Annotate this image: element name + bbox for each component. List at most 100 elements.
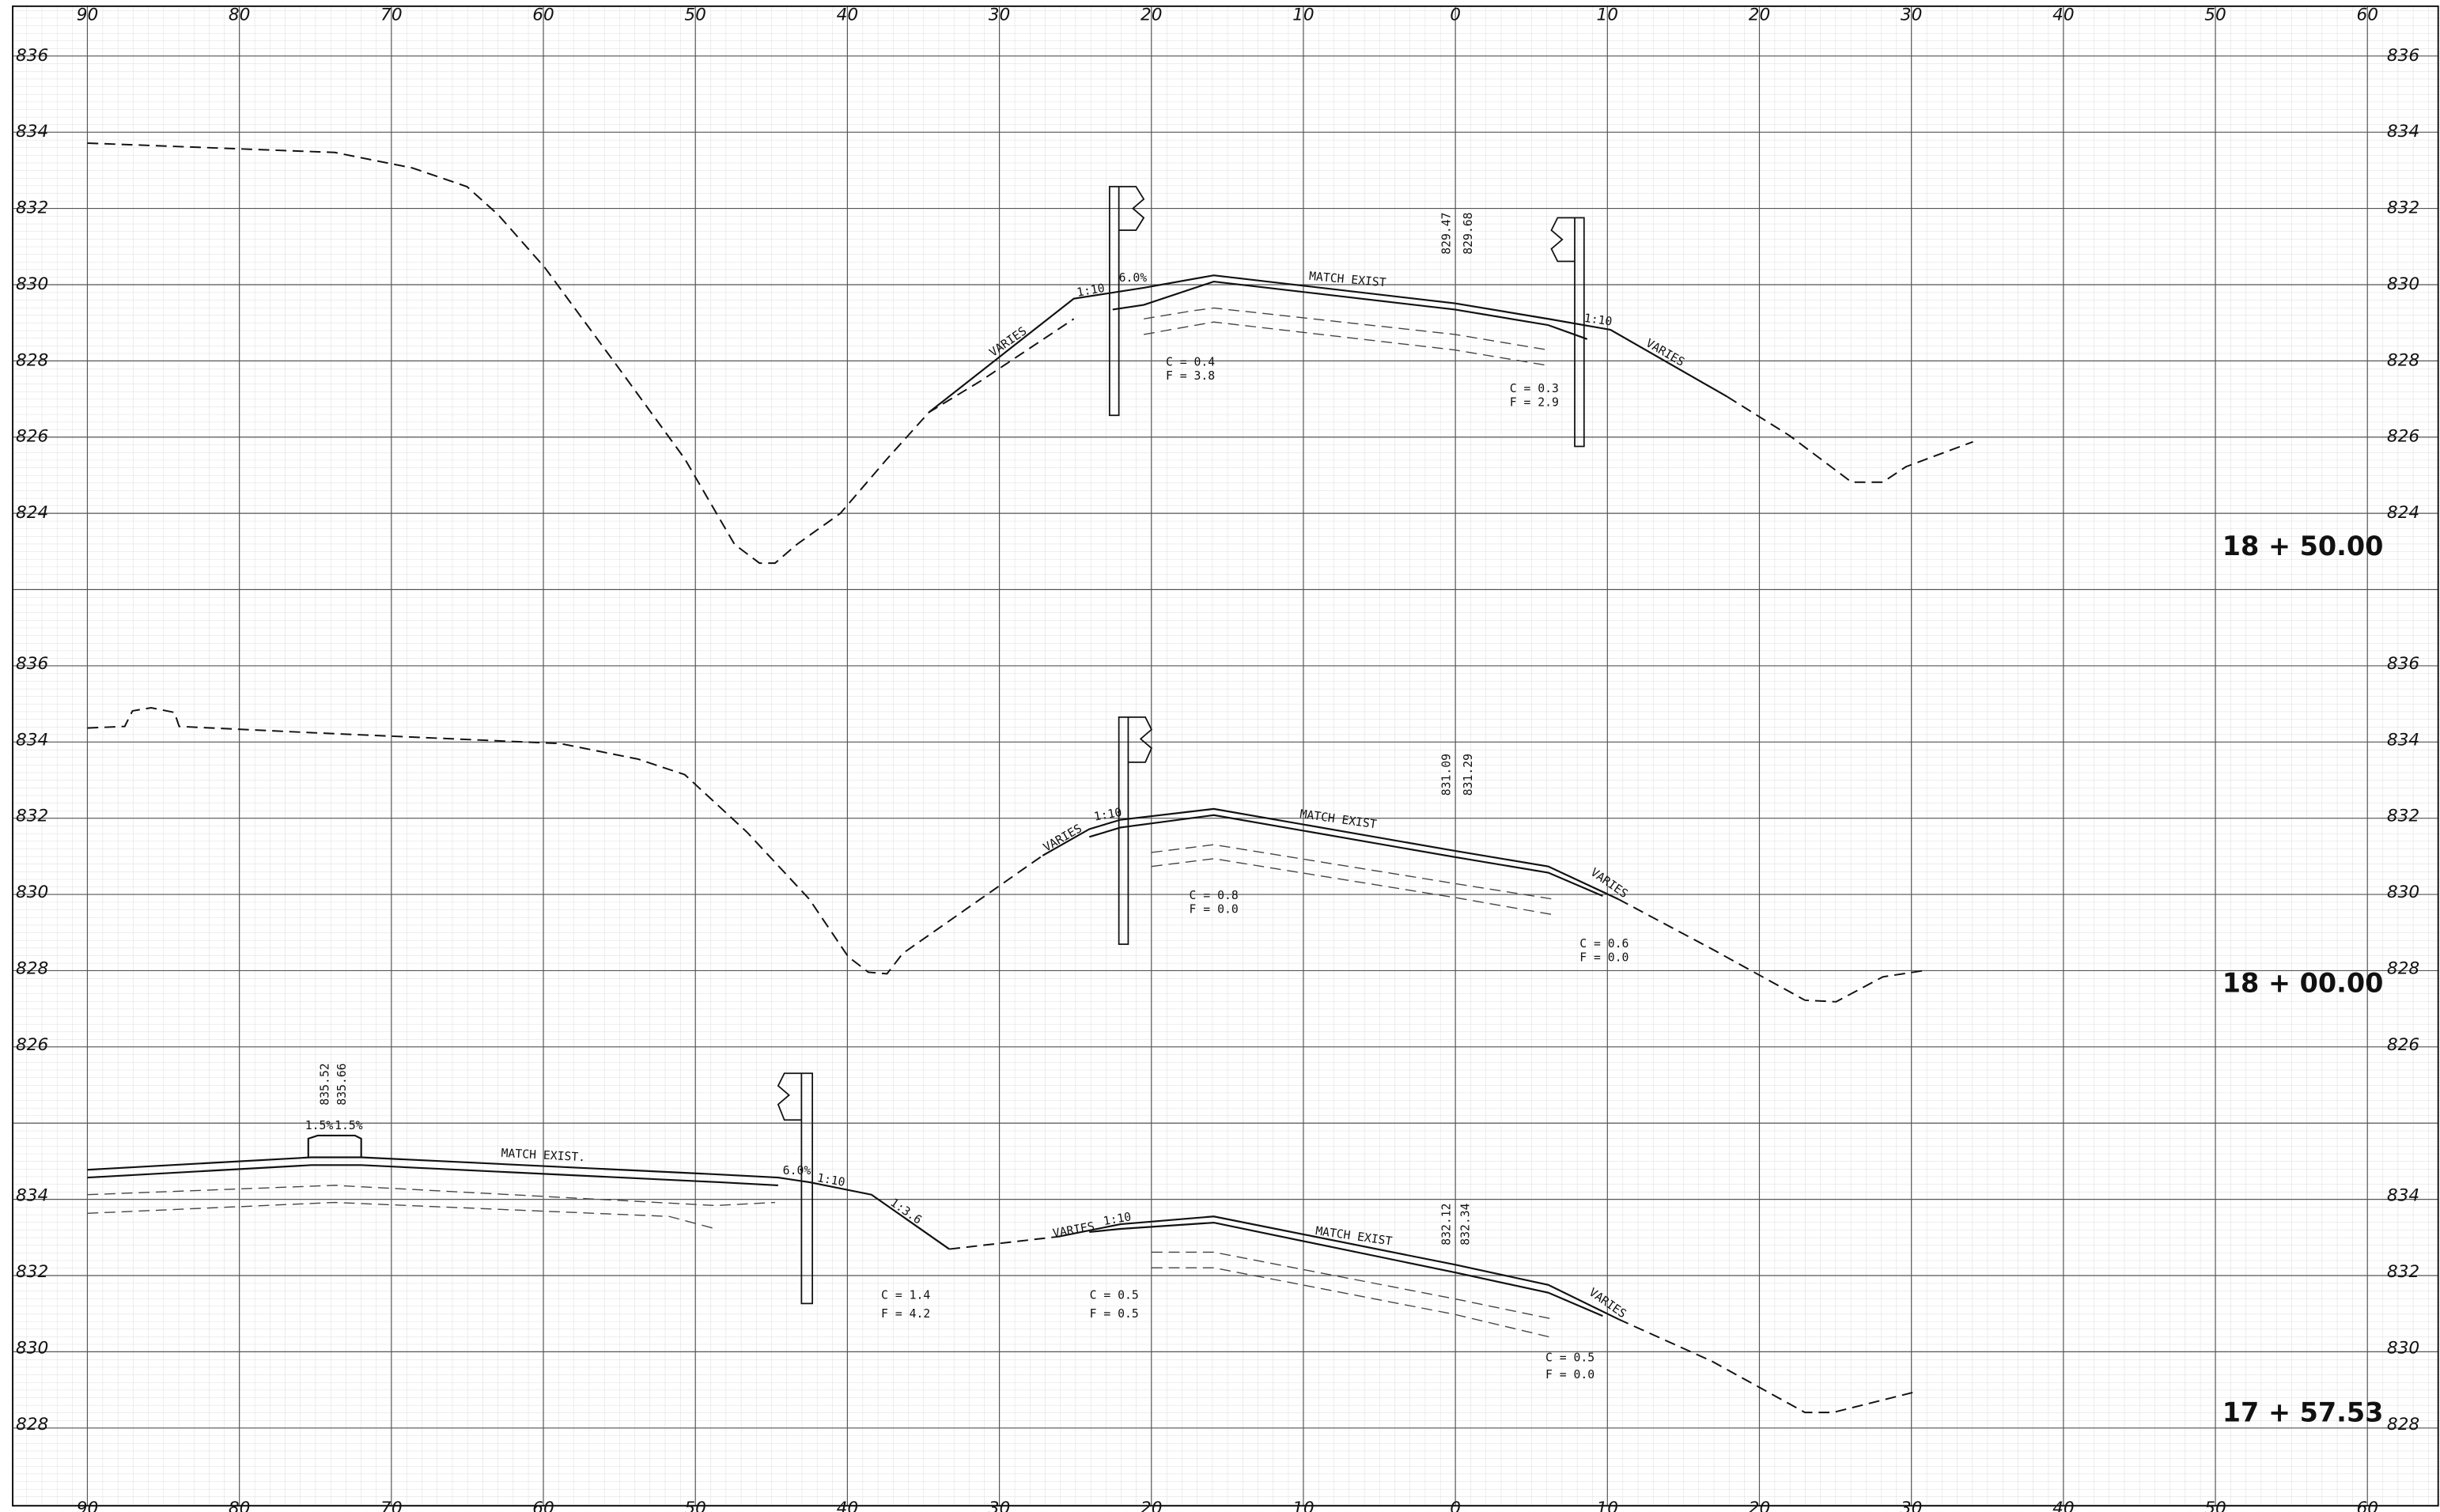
elevation-label: 832 [2387,198,2419,218]
annotation: 1:10 [1076,282,1106,300]
annotation: F = 2.9 [1510,395,1559,409]
offset-label: 10 [1292,6,1315,25]
elevation-label: 826 [16,427,48,447]
annotation: 829.68 [1462,212,1475,254]
annotation: 1.5% [335,1119,363,1132]
elevation-label: 836 [16,46,48,66]
station-label: 18 + 00.00 [2222,968,2384,999]
annotation: C = 0.4 [1166,355,1215,369]
elevation-label: 836 [2387,46,2419,66]
elevation-label: 828 [2387,958,2419,978]
elevation-label: 834 [2387,122,2419,142]
elevation-label: 834 [16,122,48,142]
elevation-label: 828 [2387,350,2419,370]
annotation: C = 0.3 [1510,382,1559,395]
offset-label: 10 [1597,1499,1619,1512]
annotation: F = 0.0 [1545,1368,1595,1382]
existing-ground [87,142,1075,565]
annotation: C = 0.6 [1579,937,1629,951]
elevation-label: 832 [16,807,48,826]
offset-label: 30 [1901,1499,1923,1512]
elevation-label: 828 [2387,1415,2419,1435]
offset-label: 50 [684,6,706,25]
proposed-surface [1088,814,1603,898]
subbase [1143,307,1549,351]
minor-grid [13,6,2440,1506]
elevation-label: 830 [16,1338,48,1358]
offset-label: 40 [2052,6,2075,25]
annotation: 1:10 [1103,1210,1133,1228]
elevation-label: 834 [2387,730,2419,750]
offset-label: 50 [2204,1499,2226,1512]
annotation: C = 0.8 [1190,889,1239,902]
elevation-label: 832 [16,1262,48,1282]
existing-ground [1617,1318,1915,1414]
offset-label: 20 [1141,6,1163,25]
section-1-drawing [87,142,1973,565]
annotation: 1:10 [1093,806,1123,824]
subbase [87,1201,717,1230]
annotation: 6.0% [1119,271,1148,285]
offset-label: 0 [1450,1499,1461,1512]
annotation: 832.12 [1440,1203,1454,1245]
station-label: 17 + 57.53 [2222,1397,2384,1428]
offset-label: 40 [837,6,859,25]
annotation: 6.0% [783,1164,811,1177]
elevation-label: 824 [16,503,48,523]
offset-label: 10 [1597,6,1619,25]
annotation: C = 1.4 [881,1289,930,1302]
offset-label: 60 [2356,6,2378,25]
offset-label: 70 [380,6,403,25]
elevation-label: 834 [2387,1186,2419,1206]
elevation-label: 830 [2387,274,2419,294]
existing-ground [1727,395,1973,483]
guardrail [1550,217,1585,448]
elevation-label: 826 [16,1035,48,1055]
offset-label: 90 [77,1499,99,1512]
offset-label: 40 [2052,1499,2075,1512]
elevation-label: 834 [16,730,48,750]
offset-label: 60 [2356,1499,2378,1512]
existing-ground [1617,898,1924,1003]
annotation: 832.34 [1458,1203,1472,1245]
sheet-border [12,5,2439,1507]
proposed-surface [1057,1215,1619,1321]
annotation: MATCH EXIST. [501,1147,585,1165]
proposed-surface [1089,1222,1603,1317]
offset-label: 60 [532,1499,554,1512]
proposed-surface [1042,807,1619,900]
offset-label: 80 [229,6,251,25]
proposed-surface [1112,280,1588,340]
elevation-label: 830 [16,274,48,294]
guardrail [1118,716,1153,945]
annotation: 1:10 [816,1171,846,1189]
annotation: F = 0.0 [1190,903,1239,917]
elevation-label: 828 [16,350,48,370]
elevation-label: 832 [2387,807,2419,826]
proposed-surface [87,1164,778,1186]
elevation-label: 826 [2387,427,2419,447]
elevation-label: 832 [2387,1262,2419,1282]
section-3-drawing [87,1072,1915,1414]
annotation: 829.47 [1440,212,1454,254]
offset-label: 60 [532,6,554,25]
offset-label: 50 [2204,6,2226,25]
section-2-drawing [87,707,1924,1003]
station-label: 18 + 50.00 [2222,531,2384,561]
offset-label: 40 [837,1499,859,1512]
annotation: F = 0.0 [1579,951,1629,965]
elevation-label: 832 [16,198,48,218]
offset-label: 20 [1749,1499,1771,1512]
elevation-label: 824 [2387,503,2419,523]
elevation-label: 830 [16,883,48,902]
offset-label: 70 [380,1499,403,1512]
annotation: 1:10 [1583,312,1613,329]
offset-label: 90 [77,6,99,25]
offset-label: 0 [1450,6,1461,25]
proposed-surface [87,1156,950,1250]
existing-ground [949,1235,1059,1250]
elevation-label: 834 [16,1186,48,1206]
annotation: 1.5% [305,1119,334,1132]
guardrail [1108,186,1145,417]
